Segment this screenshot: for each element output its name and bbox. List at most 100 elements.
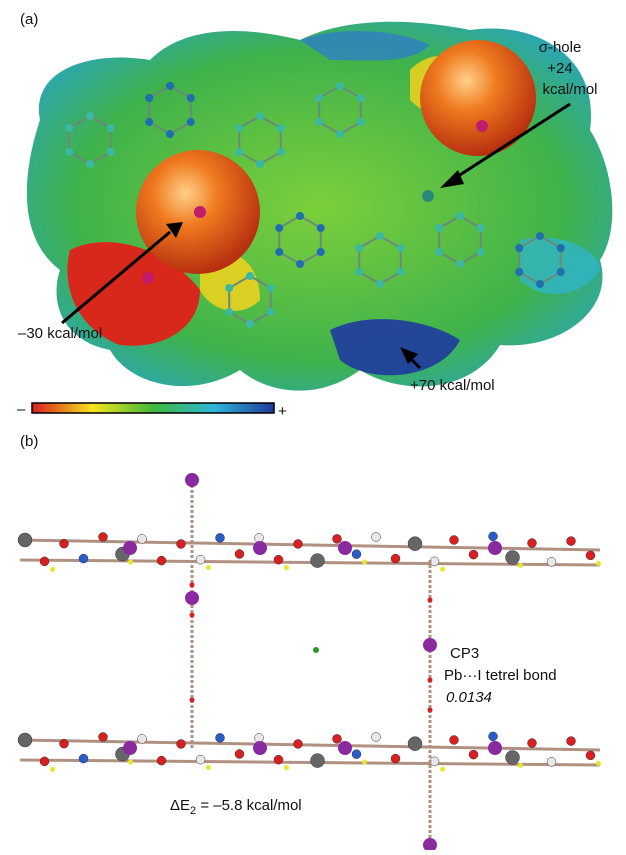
atom: [186, 118, 195, 126]
atom: [225, 284, 234, 292]
atom: [266, 284, 275, 292]
atom: [536, 232, 544, 240]
atom: [293, 539, 303, 549]
atom: [527, 738, 537, 748]
atom: [156, 555, 167, 566]
critical-point: [313, 647, 319, 653]
atom: [296, 260, 304, 268]
atom: [176, 739, 186, 749]
critical-point: [596, 560, 601, 566]
atom: [254, 533, 264, 543]
atom: [145, 118, 154, 126]
atom: [17, 532, 33, 548]
bond: [19, 558, 601, 567]
atom: [336, 130, 344, 138]
atom: [566, 536, 576, 546]
panel-label: (b): [20, 433, 38, 450]
atom: [235, 124, 244, 132]
atom: [275, 224, 284, 232]
atom: [396, 268, 405, 276]
atom: [422, 190, 434, 202]
bond: [19, 538, 601, 552]
atom: [315, 94, 324, 102]
annotation: σ-hole: [539, 39, 582, 56]
atom: [488, 731, 498, 742]
atom: [515, 244, 524, 252]
atom: [585, 550, 596, 561]
atom: [17, 732, 33, 748]
critical-point: [206, 565, 211, 571]
bond: [19, 758, 601, 767]
panel-label: (a): [20, 11, 38, 28]
energy-label: ΔE2 = –5.8 kcal/mol: [170, 797, 302, 817]
atom: [435, 248, 444, 256]
atom: [254, 733, 264, 743]
colorbar: [31, 402, 275, 414]
atom: [59, 538, 69, 549]
atom: [195, 554, 206, 565]
atom: [456, 260, 464, 268]
critical-point: [440, 566, 445, 572]
critical-point: [189, 612, 195, 618]
molecule: [65, 82, 565, 328]
atom: [253, 741, 267, 755]
atom: [338, 541, 352, 555]
atom: [106, 148, 115, 156]
atom: [65, 124, 74, 132]
atom: [166, 82, 174, 90]
atom: [515, 268, 524, 276]
atom: [123, 541, 137, 555]
atom: [376, 280, 384, 288]
atom: [390, 753, 401, 764]
atom: [351, 549, 362, 559]
atom: [356, 94, 365, 102]
atom: [185, 473, 199, 487]
atom: [275, 248, 284, 256]
atom: [106, 124, 115, 132]
atom: [276, 148, 285, 156]
atom: [195, 754, 206, 765]
atom: [527, 538, 537, 548]
atom: [176, 539, 186, 549]
atom: [59, 738, 69, 749]
atom: [310, 753, 325, 768]
atom: [336, 82, 344, 90]
atom: [98, 532, 108, 542]
atom: [332, 734, 342, 744]
atom: [566, 736, 576, 746]
atom: [468, 549, 479, 560]
critical-point: [362, 559, 367, 565]
atom: [556, 244, 565, 252]
atom: [371, 732, 381, 742]
annotation: Pb···I tetrel bond: [444, 667, 557, 684]
atom: [423, 638, 437, 652]
atom: [435, 224, 444, 232]
esp-surface: [26, 21, 613, 391]
atom: [225, 308, 234, 316]
atom: [488, 541, 502, 555]
atom: [338, 741, 352, 755]
atom: [194, 206, 206, 218]
critical-point: [518, 762, 523, 768]
atom: [86, 112, 94, 120]
critical-point: [284, 765, 289, 771]
atom: [355, 268, 364, 276]
energy-subscript: 2: [190, 805, 196, 817]
atom: [488, 531, 498, 542]
bond: [19, 738, 601, 752]
annotation: –30 kcal/mol: [18, 325, 102, 342]
critical-point: [440, 766, 445, 772]
atom: [390, 553, 401, 564]
colorbar-label: +: [278, 403, 287, 420]
annotation: CP3: [450, 645, 479, 662]
atom: [166, 130, 174, 138]
atom: [39, 556, 50, 567]
atom: [476, 120, 488, 132]
annotation: +24: [547, 60, 572, 77]
arrows: [61, 102, 571, 370]
atom: [185, 591, 199, 605]
atom: [39, 756, 50, 767]
crystal-packing: [17, 473, 601, 852]
atom: [456, 212, 464, 220]
